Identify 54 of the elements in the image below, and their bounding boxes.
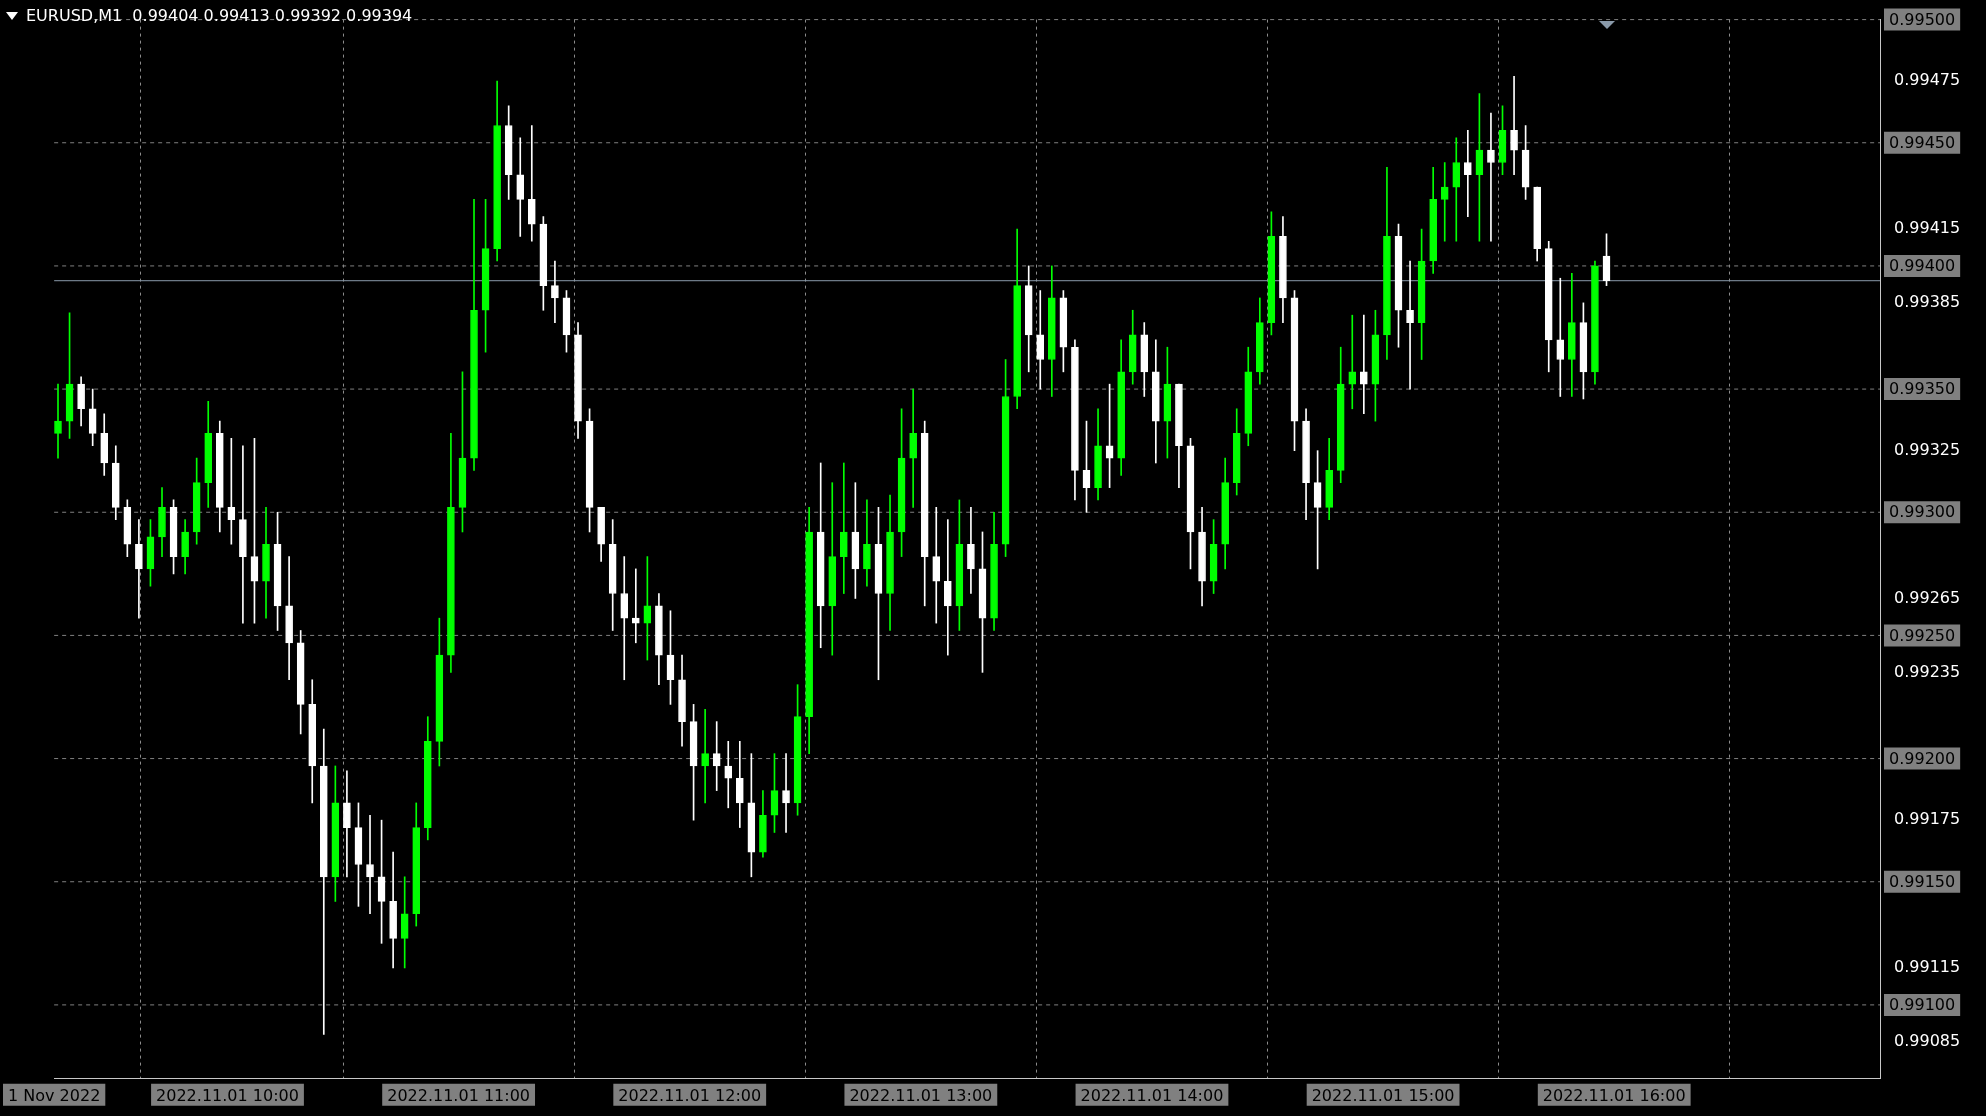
candlestick	[1440, 162, 1449, 242]
candlestick	[631, 568, 640, 644]
ref-line-label: 0.99100	[1889, 995, 1956, 1015]
ref-line-label: 0.99250	[1889, 625, 1956, 645]
candlestick	[1360, 314, 1368, 415]
candlestick	[135, 519, 143, 619]
y-tick-label: 0.99265	[1894, 587, 1961, 607]
x-tick-label: 2022.11.01 13:00	[849, 1085, 993, 1105]
candlestick	[909, 388, 917, 508]
candlestick	[343, 770, 351, 878]
y-tick-label: 0.99415	[1894, 218, 1961, 238]
ref-line-label: 0.99300	[1889, 502, 1956, 522]
x-tick-label: 2022.11.01 11:00	[387, 1085, 531, 1105]
x-tick-label: 2022.11.01 16:00	[1542, 1085, 1686, 1105]
ref-line-label: 0.99400	[1889, 256, 1956, 276]
chart-title: EURUSD,M1 0.99404 0.99413 0.99392 0.99394	[26, 6, 413, 25]
candlestick	[1348, 314, 1357, 410]
candlestick	[1464, 130, 1472, 217]
y-tick-label: 0.99325	[1894, 439, 1961, 459]
candlestick	[239, 445, 247, 624]
x-tick-label: 1 Nov 2022	[8, 1085, 101, 1105]
candlestick	[782, 753, 790, 833]
candlestick	[1510, 75, 1518, 176]
candlestick	[712, 721, 721, 791]
candlestick	[620, 556, 629, 681]
x-tick-label: 2022.11.01 12:00	[618, 1085, 762, 1105]
ref-line-label: 0.99200	[1889, 748, 1956, 768]
candlestick	[54, 383, 62, 459]
candlestick	[1036, 290, 1045, 390]
candlestick	[943, 519, 952, 656]
ref-line-label: 0.99450	[1889, 132, 1956, 152]
candlestick	[724, 741, 733, 809]
candlestick	[1406, 260, 1414, 390]
y-tick-label: 0.99475	[1894, 70, 1961, 90]
ref-line-label: 0.99150	[1889, 871, 1956, 891]
candlestick	[839, 462, 848, 594]
x-tick-label: 2022.11.01 15:00	[1311, 1085, 1455, 1105]
y-tick-label: 0.99175	[1894, 809, 1961, 829]
y-tick-label: 0.99115	[1894, 957, 1961, 977]
candlestick	[1487, 112, 1495, 242]
ref-line-label: 0.99350	[1889, 379, 1956, 399]
y-tick-label: 0.99235	[1894, 661, 1961, 681]
candlestick	[527, 125, 536, 242]
x-tick-label: 2022.11.01 10:00	[156, 1085, 299, 1105]
y-tick-label: 0.99085	[1894, 1031, 1961, 1051]
candlestick	[1452, 137, 1461, 242]
candlestick	[1556, 277, 1565, 397]
candlestick	[701, 708, 709, 804]
ref-line-label: 0.99500	[1889, 9, 1956, 29]
y-tick-label: 0.99385	[1894, 292, 1961, 312]
candlestick	[932, 507, 941, 624]
candlestick	[366, 814, 374, 915]
candlestick	[551, 260, 559, 323]
x-tick-label: 2022.11.01 14:00	[1080, 1085, 1224, 1105]
